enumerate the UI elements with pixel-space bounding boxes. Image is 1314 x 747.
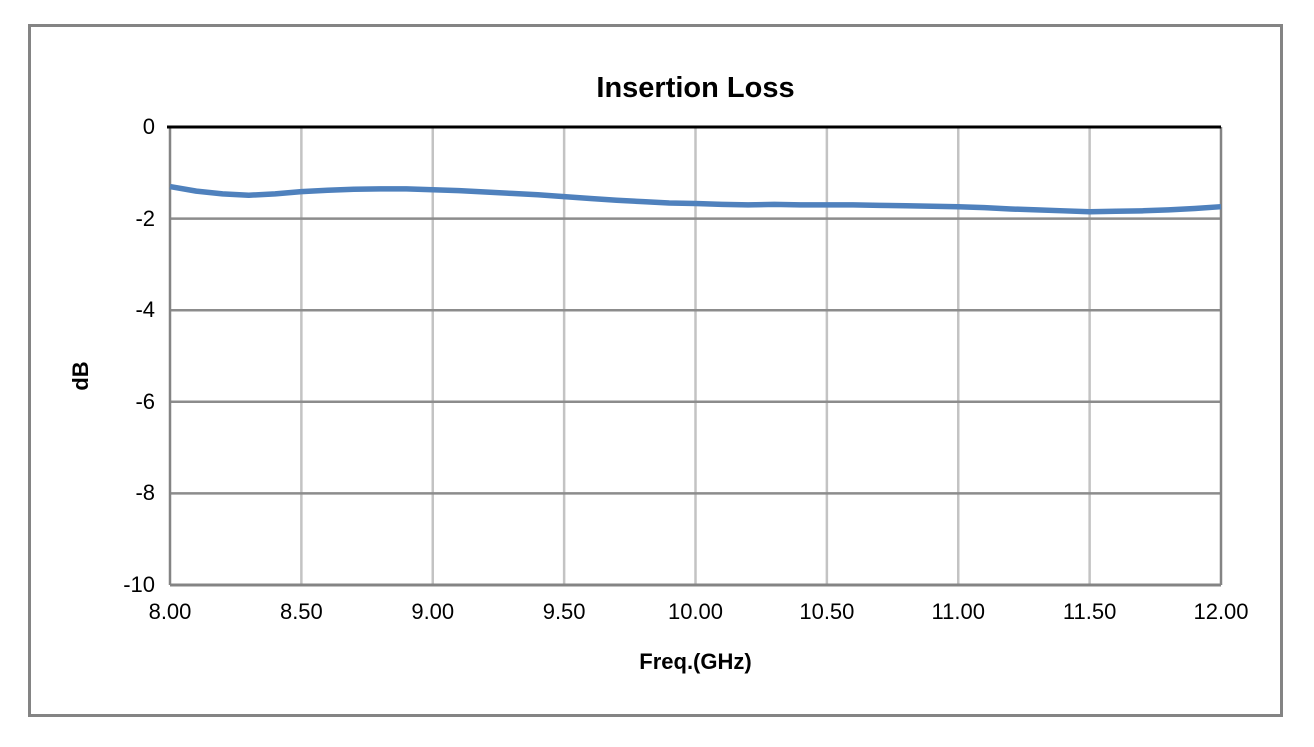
series-line-insertion-loss [169,183,1222,215]
x-tick-label: 8.00 [148,599,192,624]
plot-area [167,125,1223,587]
x-tick-label: 10.00 [667,599,724,624]
chart-frame: Insertion Loss dB 0 -2 -4 -6 -8 -10 8.00 8.50 9… [28,24,1283,717]
y-tick-label: -10 [123,572,155,597]
x-tick-label: 11.50 [1062,599,1117,624]
y-tick-label: -8 [135,480,155,506]
x-tick-label: 9.00 [411,599,455,624]
y-tick-label: 0 [142,114,155,139]
chart-title: Insertion Loss [596,72,795,104]
x-tick-label: 12.00 [1193,599,1249,624]
y-tick-label: -6 [135,388,155,414]
y-tick-label: -2 [135,205,155,231]
x-axis-title: Freq.(GHz) [639,649,752,674]
x-tick-label: 10.50 [799,599,855,624]
y-tick-label: -4 [135,297,155,323]
x-tick-label: 9.50 [542,599,586,624]
x-tick-label: 8.50 [279,599,323,624]
x-tick-label: 11.00 [931,599,985,624]
